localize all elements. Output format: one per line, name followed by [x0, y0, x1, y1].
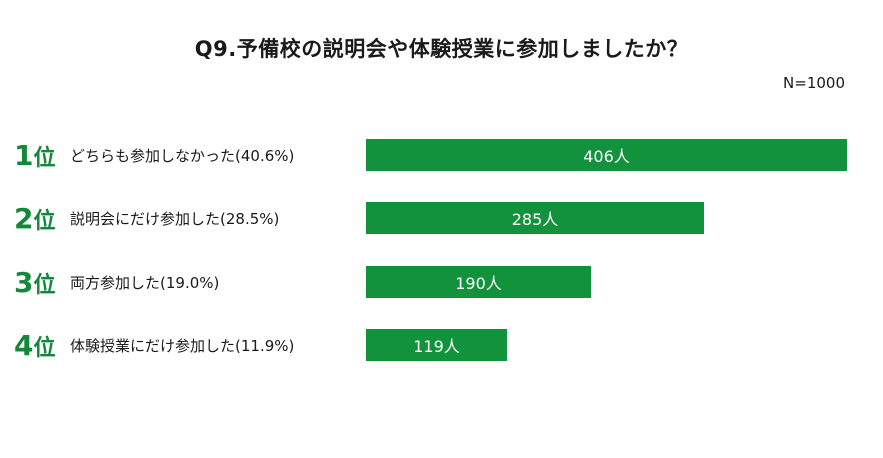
bar: 119人 — [366, 329, 507, 361]
rank-number: 4 — [14, 328, 34, 362]
rank-number: 3 — [14, 265, 34, 299]
category-row: 3位 両方参加した(19.0%) — [14, 266, 220, 299]
rank-number: 1 — [14, 138, 34, 172]
bar-value-label: 190人 — [455, 274, 502, 293]
rank-unit: 位 — [33, 272, 56, 298]
bar-value-label: 285人 — [511, 210, 559, 229]
category-row: 1位 どちらも参加しなかった(40.6%) — [14, 139, 295, 172]
category-label: 説明会にだけ参加した(28.5%) — [70, 209, 280, 228]
category-row: 2位 説明会にだけ参加した(28.5%) — [14, 202, 280, 235]
bar: 406人 — [366, 139, 847, 171]
category-label: 体験授業にだけ参加した(11.9%) — [70, 336, 295, 355]
rank-number: 2 — [14, 201, 34, 235]
category-label: どちらも参加しなかった(40.6%) — [70, 146, 295, 165]
bar-value-label: 119人 — [413, 337, 460, 356]
rank-label: 2位 — [14, 202, 70, 235]
bar: 285人 — [366, 202, 704, 234]
category-label: 両方参加した(19.0%) — [70, 273, 220, 292]
rank-label: 1位 — [14, 139, 70, 172]
bar-value-label: 406人 — [583, 147, 630, 166]
rank-unit: 位 — [33, 335, 56, 361]
rank-unit: 位 — [33, 145, 56, 171]
chart-title: Q9.予備校の説明会や体験授業に参加しましたか？ — [194, 37, 689, 61]
category-row: 4位 体験授業にだけ参加した(11.9%) — [14, 329, 295, 362]
bar: 190人 — [366, 266, 591, 298]
sample-size-note: N=1000 — [783, 74, 845, 92]
rank-label: 3位 — [14, 266, 70, 299]
rank-label: 4位 — [14, 329, 70, 362]
rank-unit: 位 — [33, 208, 56, 234]
